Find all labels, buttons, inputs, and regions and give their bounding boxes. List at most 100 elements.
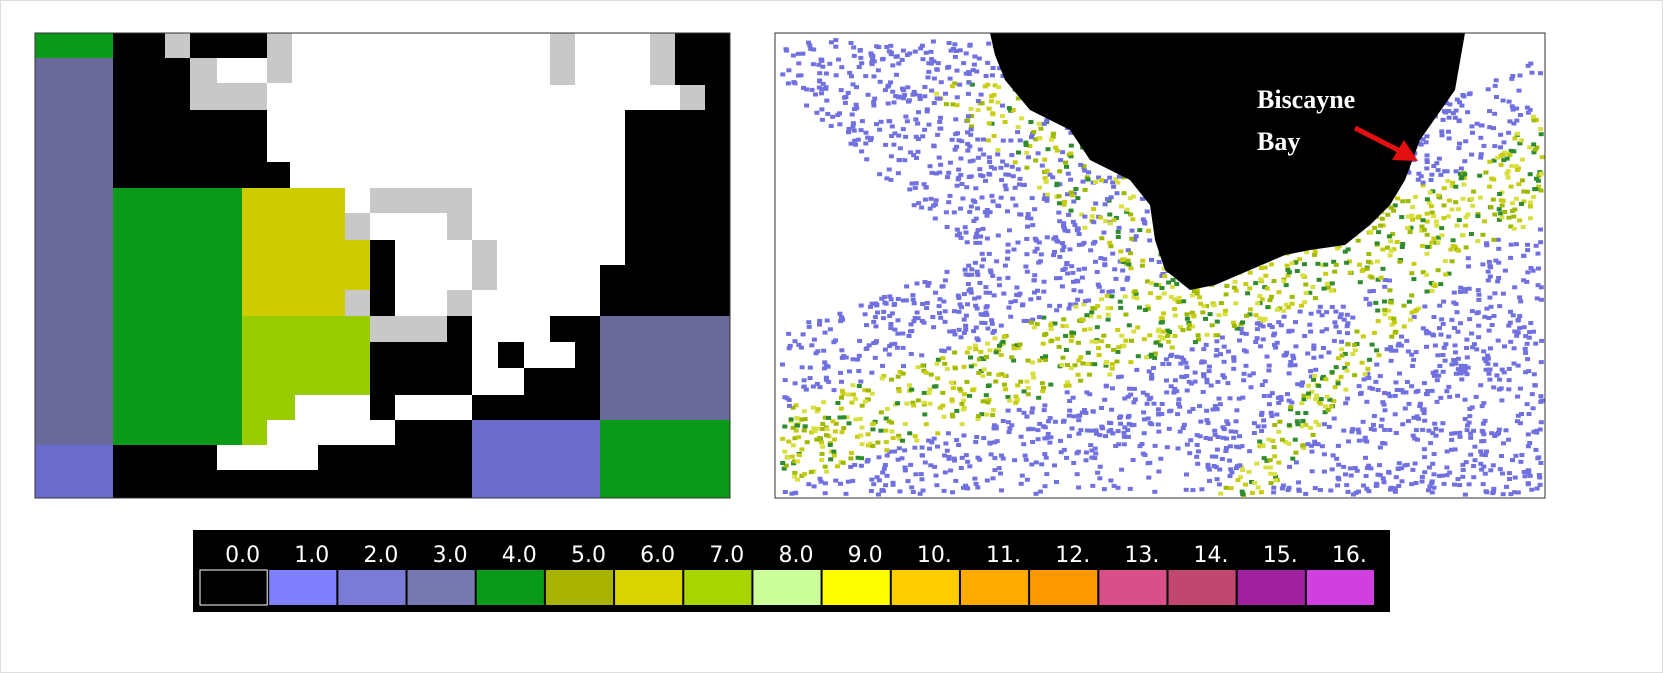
pixel (1003, 387, 1008, 391)
pixel (1339, 340, 1344, 344)
pixel (1275, 308, 1280, 312)
pixel (1030, 440, 1035, 444)
pixel (1481, 144, 1486, 148)
pixel (1162, 292, 1167, 296)
pixel (882, 301, 887, 305)
cell (242, 188, 345, 316)
colorbar-label: 12. (1055, 543, 1090, 568)
pixel (825, 319, 830, 323)
pixel (1492, 144, 1497, 148)
pixel (976, 108, 981, 112)
pixel (1532, 372, 1537, 376)
pixel (1090, 484, 1095, 488)
pixel (1025, 270, 1030, 274)
pixel (1106, 313, 1111, 317)
pixel (1016, 125, 1021, 129)
pixel (1474, 395, 1479, 399)
pixel (851, 393, 856, 397)
pixel (866, 93, 871, 97)
pixel (859, 464, 864, 468)
pixel (1064, 324, 1069, 328)
pixel (926, 75, 931, 79)
pixel (1517, 218, 1522, 222)
pixel (1422, 228, 1427, 232)
pixel (911, 490, 916, 494)
pixel (1118, 300, 1123, 304)
pixel (1120, 287, 1125, 291)
pixel (912, 203, 917, 207)
pixel (1422, 407, 1427, 411)
right-panel: Biscayne Bay (775, 33, 1545, 498)
pixel (875, 441, 880, 445)
pixel (1026, 155, 1031, 159)
pixel (1057, 345, 1062, 349)
pixel (1064, 165, 1069, 169)
pixel (1473, 458, 1478, 462)
pixel (1185, 317, 1190, 321)
pixel (1320, 313, 1325, 317)
pixel (838, 319, 843, 323)
pixel (1191, 407, 1196, 411)
pixel (1063, 334, 1068, 338)
pixel (1396, 388, 1401, 392)
pixel (1160, 316, 1165, 320)
pixel (1215, 320, 1220, 324)
pixel (892, 101, 897, 105)
pixel (1463, 398, 1468, 402)
pixel (974, 482, 979, 486)
pixel (1376, 473, 1381, 477)
pixel (1382, 312, 1387, 316)
pixel (1218, 402, 1223, 406)
pixel (1478, 156, 1483, 160)
pixel (1519, 412, 1524, 416)
pixel (1143, 453, 1148, 457)
pixel (1104, 361, 1109, 365)
cell (600, 316, 730, 420)
pixel (1363, 372, 1368, 376)
pixel (1406, 419, 1411, 423)
pixel (864, 323, 869, 327)
pixel (1313, 368, 1318, 372)
pixel (1400, 242, 1405, 246)
pixel (821, 400, 826, 404)
pixel (847, 421, 852, 425)
pixel (1332, 320, 1337, 324)
pixel (882, 467, 887, 471)
pixel (874, 122, 879, 126)
pixel (1336, 477, 1341, 481)
pixel (989, 165, 994, 169)
pixel (1323, 272, 1328, 276)
pixel (1316, 384, 1321, 388)
pixel (1018, 177, 1023, 181)
pixel (1491, 385, 1496, 389)
pixel (1290, 295, 1295, 299)
pixel (1518, 460, 1523, 464)
pixel (1237, 339, 1242, 343)
pixel (1293, 451, 1298, 455)
pixel (985, 327, 990, 331)
pixel (1058, 158, 1063, 162)
pixel (1508, 256, 1513, 260)
pixel (1041, 290, 1046, 294)
pixel (938, 116, 943, 120)
pixel (890, 90, 895, 94)
pixel (1060, 268, 1065, 272)
pixel (873, 356, 878, 360)
pixel (1463, 224, 1468, 228)
pixel (1345, 321, 1350, 325)
pixel (1134, 234, 1139, 238)
pixel (945, 66, 950, 70)
pixel (1344, 483, 1349, 487)
pixel (1267, 394, 1272, 398)
pixel (1067, 434, 1072, 438)
pixel (868, 305, 873, 309)
pixel (943, 278, 948, 282)
pixel (1455, 224, 1460, 228)
pixel (1378, 224, 1383, 228)
pixel (1425, 245, 1430, 249)
pixel (874, 324, 879, 328)
pixel (1247, 449, 1252, 453)
pixel (1008, 139, 1013, 143)
pixel (1463, 493, 1468, 497)
pixel (1093, 202, 1098, 206)
